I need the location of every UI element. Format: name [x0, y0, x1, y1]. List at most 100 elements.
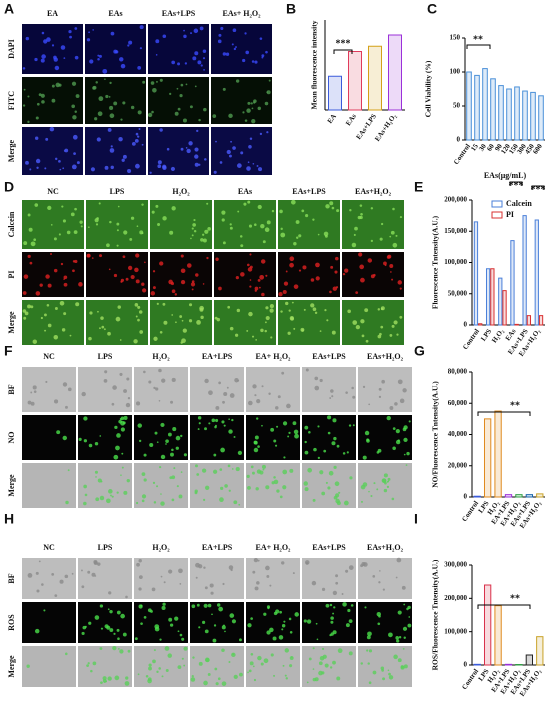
cell-spot	[330, 616, 334, 620]
micrograph	[246, 558, 300, 599]
cell-spot	[116, 222, 120, 226]
cell-spot	[349, 476, 353, 480]
cell-spot	[106, 498, 111, 504]
cell-spot	[327, 431, 331, 435]
cell-spot	[208, 422, 211, 425]
cell-spot	[95, 497, 100, 502]
cell-spot	[53, 57, 58, 62]
cell-spot	[330, 389, 334, 393]
cell-spot	[212, 114, 217, 118]
cell-spot	[253, 447, 259, 453]
cell-spot	[347, 309, 351, 314]
cell-spot	[174, 616, 179, 621]
cell-spot	[194, 162, 199, 167]
cell-spot	[65, 405, 68, 409]
cell-spot	[191, 234, 194, 237]
bar	[504, 494, 513, 498]
cell-spot	[333, 465, 337, 469]
cell-spot	[111, 495, 114, 498]
cell-spot	[349, 209, 352, 212]
cell-spot	[302, 265, 307, 270]
cell-spot	[123, 415, 128, 420]
cell-spot	[100, 316, 104, 320]
cell-spot	[257, 167, 263, 172]
panel-label: D	[4, 179, 14, 195]
y-tick-label: 0	[464, 661, 468, 669]
cell-spot	[178, 568, 183, 574]
significance-label: **	[473, 34, 483, 45]
cell-spot	[298, 234, 302, 238]
cell-spot	[305, 368, 309, 372]
cell-spot	[291, 301, 294, 304]
micrograph	[246, 602, 300, 643]
cell-spot	[256, 165, 259, 167]
micrograph	[190, 646, 244, 687]
bar	[514, 323, 519, 326]
cell-spot	[176, 87, 179, 90]
cell-spot	[171, 448, 174, 452]
cell-spot	[35, 291, 41, 296]
cell-spot	[362, 385, 366, 388]
column-header: EAs+LPS	[292, 187, 326, 196]
significance-label: **	[510, 593, 520, 604]
cell-spot	[159, 128, 163, 132]
cell-spot	[95, 81, 98, 84]
cell-spot	[56, 430, 61, 435]
cell-spot	[121, 466, 124, 469]
cell-spot	[43, 609, 46, 612]
cell-spot	[200, 64, 203, 67]
cell-spot	[281, 371, 285, 375]
cell-spot	[370, 495, 373, 498]
cell-spot	[61, 328, 66, 332]
legend-label: Calcein	[506, 199, 532, 208]
micrograph	[246, 367, 300, 412]
cell-spot	[180, 83, 184, 87]
cell-spot	[383, 261, 387, 266]
cell-spot	[319, 470, 324, 475]
micrograph	[214, 200, 276, 249]
cell-spot	[345, 391, 348, 394]
cell-spot	[134, 637, 138, 641]
cell-spot	[158, 399, 161, 402]
cell-spot	[161, 675, 164, 678]
cell-spot	[296, 236, 299, 240]
cell-spot	[280, 227, 283, 231]
cell-spot	[104, 370, 108, 374]
cell-spot	[285, 677, 288, 680]
cell-spot	[88, 31, 91, 34]
cell-spot	[151, 110, 154, 114]
cell-spot	[199, 305, 204, 311]
cell-spot	[266, 90, 271, 95]
cell-spot	[307, 467, 313, 473]
cell-spot	[40, 58, 45, 63]
cell-spot	[118, 419, 123, 424]
cell-spot	[279, 610, 282, 614]
cell-spot	[386, 415, 391, 421]
cell-spot	[264, 227, 270, 232]
cell-spot	[159, 638, 162, 641]
cell-spot	[127, 44, 130, 47]
cell-spot	[138, 310, 143, 314]
y-tick-label: 100,000	[444, 258, 467, 266]
cell-spot	[221, 210, 226, 215]
cell-spot	[312, 498, 316, 502]
cell-spot	[257, 445, 260, 448]
micrograph	[22, 558, 76, 599]
cell-spot	[188, 319, 193, 323]
cell-spot	[401, 585, 406, 590]
cell-spot	[144, 261, 146, 264]
cell-spot	[203, 69, 205, 71]
cell-spot	[163, 581, 166, 584]
cell-spot	[207, 673, 211, 676]
cell-spot	[260, 223, 265, 229]
y-tick-label: 300,000	[444, 561, 467, 569]
cell-spot	[254, 286, 259, 291]
cell-spot	[192, 656, 195, 659]
cell-spot	[200, 238, 204, 242]
cell-spot	[116, 433, 121, 438]
cell-spot	[78, 282, 83, 287]
cell-spot	[314, 385, 320, 391]
cell-spot	[54, 307, 58, 310]
cell-spot	[97, 310, 99, 313]
cell-spot	[97, 111, 103, 117]
